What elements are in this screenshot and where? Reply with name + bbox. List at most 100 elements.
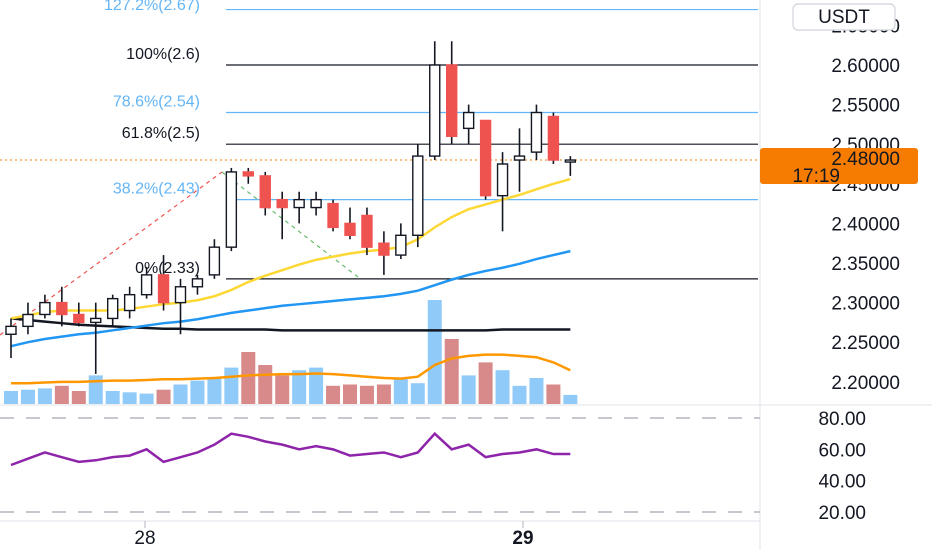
candle-body	[564, 159, 577, 163]
candle-body	[446, 64, 458, 137]
rsi-tick-label: 20.00	[818, 503, 866, 524]
currency-badge-label: USDT	[818, 7, 870, 28]
fib-level-label: 38.2%(2.43)	[113, 181, 200, 198]
volume-bar	[88, 375, 103, 404]
volume-bar	[444, 339, 459, 404]
ma-mid-line	[10, 249, 571, 348]
price-tick-label: 2.60000	[831, 56, 900, 77]
candle-body	[73, 313, 85, 324]
rsi-tick-label: 40.00	[818, 472, 866, 493]
candle-body	[462, 111, 475, 130]
candle-body	[259, 175, 271, 209]
volume-bar	[241, 352, 256, 404]
volume-bar	[292, 370, 307, 404]
volume-bar	[393, 378, 408, 404]
candle-body	[225, 171, 238, 248]
price-tick-label: 2.55000	[831, 96, 900, 117]
candle-body	[22, 313, 34, 328]
volume-bar	[427, 300, 442, 404]
rsi-tick-label: 80.00	[818, 409, 866, 430]
candle-body	[327, 202, 339, 229]
volume-bar	[37, 388, 52, 404]
volume-bar	[376, 384, 391, 404]
price-tick-label: 2.40000	[831, 214, 900, 235]
volume-bar	[156, 389, 171, 404]
candle-body	[208, 246, 221, 276]
volume-ma-line	[11, 353, 571, 385]
candle-body	[157, 274, 170, 304]
volume-bar	[173, 384, 188, 404]
candle-body	[90, 317, 102, 324]
fib-level-label: 127.2%(2.67)	[104, 0, 200, 14]
candle-body	[412, 155, 424, 236]
candle-body	[530, 111, 543, 153]
last-price-value: 2.48000	[831, 149, 900, 170]
volume-bar	[478, 362, 493, 404]
candle-body	[174, 286, 187, 304]
candle-body	[513, 155, 526, 161]
volume-bar	[4, 391, 18, 404]
volume-bar	[207, 378, 222, 404]
volume-bar	[71, 391, 86, 404]
volume-bar	[410, 383, 425, 404]
volume-bar	[343, 384, 357, 404]
volume-bar	[461, 375, 476, 404]
price-tick-label: 2.25000	[831, 333, 900, 354]
fib-level-label: 0%(2.33)	[135, 260, 200, 277]
candle-body	[395, 234, 407, 256]
candle-body	[106, 297, 119, 320]
volume-bar	[139, 393, 154, 404]
fib-level-label: 100%(2.6)	[126, 46, 200, 63]
candle-body	[56, 301, 68, 316]
currency-badge-frame	[792, 3, 896, 31]
fib-level-label: 78.6%(2.54)	[113, 94, 200, 111]
candle-body	[344, 222, 356, 236]
volume-bar	[326, 385, 341, 404]
candle-body	[276, 198, 288, 209]
candle-body	[5, 325, 17, 335]
candle-body	[39, 301, 51, 316]
volume-bar	[529, 378, 544, 404]
volume-bar	[122, 392, 137, 404]
price-tick-label: 2.30000	[831, 294, 900, 315]
volume-bar	[512, 385, 527, 404]
time-label: 28	[134, 528, 155, 549]
volume-bar	[546, 384, 561, 404]
last-price-box	[760, 148, 918, 184]
candle-body	[547, 115, 560, 161]
fib-level-label: 61.8%(2.5)	[122, 125, 200, 142]
fib-trend-line	[0, 171, 223, 336]
candle-body	[310, 198, 322, 209]
volume-bar	[359, 385, 374, 404]
candle-body	[378, 242, 390, 256]
price-tick-label: 2.35000	[831, 254, 900, 275]
candle-body	[123, 293, 136, 312]
candle-body	[242, 171, 255, 177]
volume-bar	[105, 391, 120, 404]
candle-body	[191, 278, 204, 288]
rsi-line	[10, 431, 571, 467]
candle-body	[496, 163, 509, 197]
volume-bar	[258, 365, 273, 404]
volume-bar	[495, 370, 510, 404]
ma-fast-line	[10, 177, 571, 320]
bar-countdown: 17:19	[792, 166, 840, 187]
volume-bar	[190, 380, 205, 404]
ma-slow-line	[10, 317, 571, 332]
volume-bar	[275, 375, 290, 404]
volume-bar	[563, 394, 578, 404]
candle-body	[429, 64, 441, 157]
volume-bar	[20, 389, 35, 404]
candle-body	[293, 198, 305, 209]
time-label: 29	[512, 528, 533, 549]
price-tick-label: 2.20000	[831, 373, 900, 394]
candle-body	[479, 119, 492, 197]
volume-bar	[54, 385, 69, 404]
currency-badge[interactable]: USDT	[792, 3, 896, 31]
candle-body	[140, 274, 153, 296]
volume-bar	[309, 367, 324, 404]
volume-bar	[224, 367, 239, 404]
